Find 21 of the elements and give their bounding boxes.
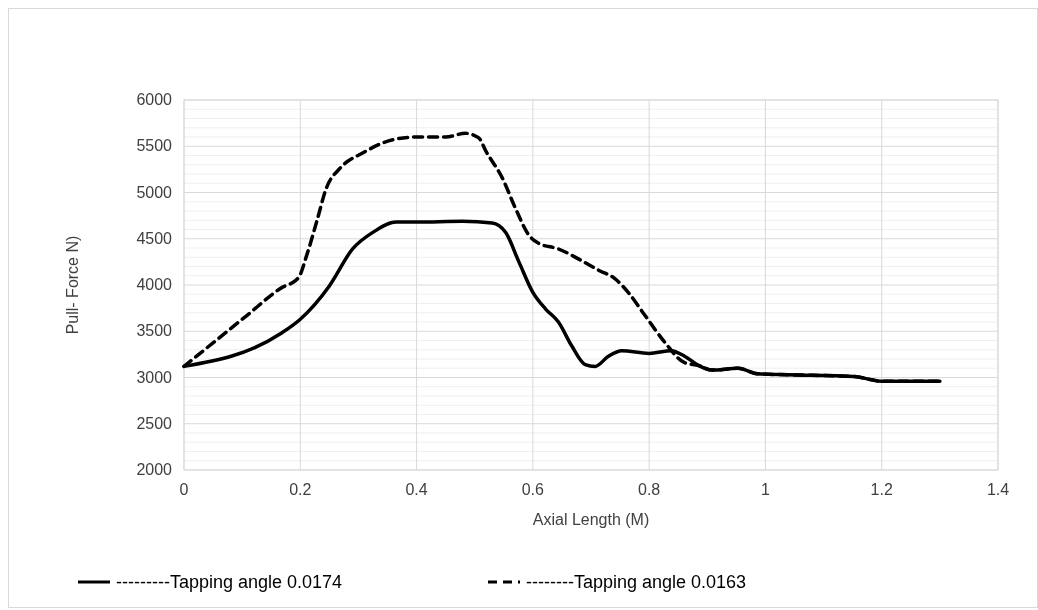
legend-label: ---------Tapping angle 0.0174 (116, 572, 343, 592)
x-tick-label: 1 (760, 481, 770, 498)
y-tick-label: 3500 (136, 322, 173, 340)
x-tick-label: 0 (179, 481, 189, 498)
y-axis-title: Pull- Force N) (64, 235, 81, 335)
x-tick-label: 0.2 (289, 481, 312, 498)
y-tick-label: 2500 (136, 414, 173, 432)
y-tick-label: 6000 (136, 91, 173, 108)
x-tick-label: 1.4 (986, 481, 1010, 498)
x-tick-label: 0.8 (638, 481, 661, 498)
y-tick-label: 2000 (136, 461, 173, 478)
legend-label: --------Tapping angle 0.0163 (526, 572, 747, 592)
x-tick-label: 1.2 (870, 481, 893, 498)
y-tick-label: 4500 (136, 229, 173, 247)
y-tick-label: 5000 (136, 183, 173, 201)
y-tick-label: 3000 (136, 368, 173, 386)
x-tick-label: 0.6 (521, 481, 545, 498)
x-axis-title: Axial Length (M) (532, 511, 650, 528)
x-tick-label: 0.4 (405, 481, 428, 498)
y-tick-label: 5500 (136, 137, 173, 155)
y-tick-label: 4000 (136, 276, 173, 293)
